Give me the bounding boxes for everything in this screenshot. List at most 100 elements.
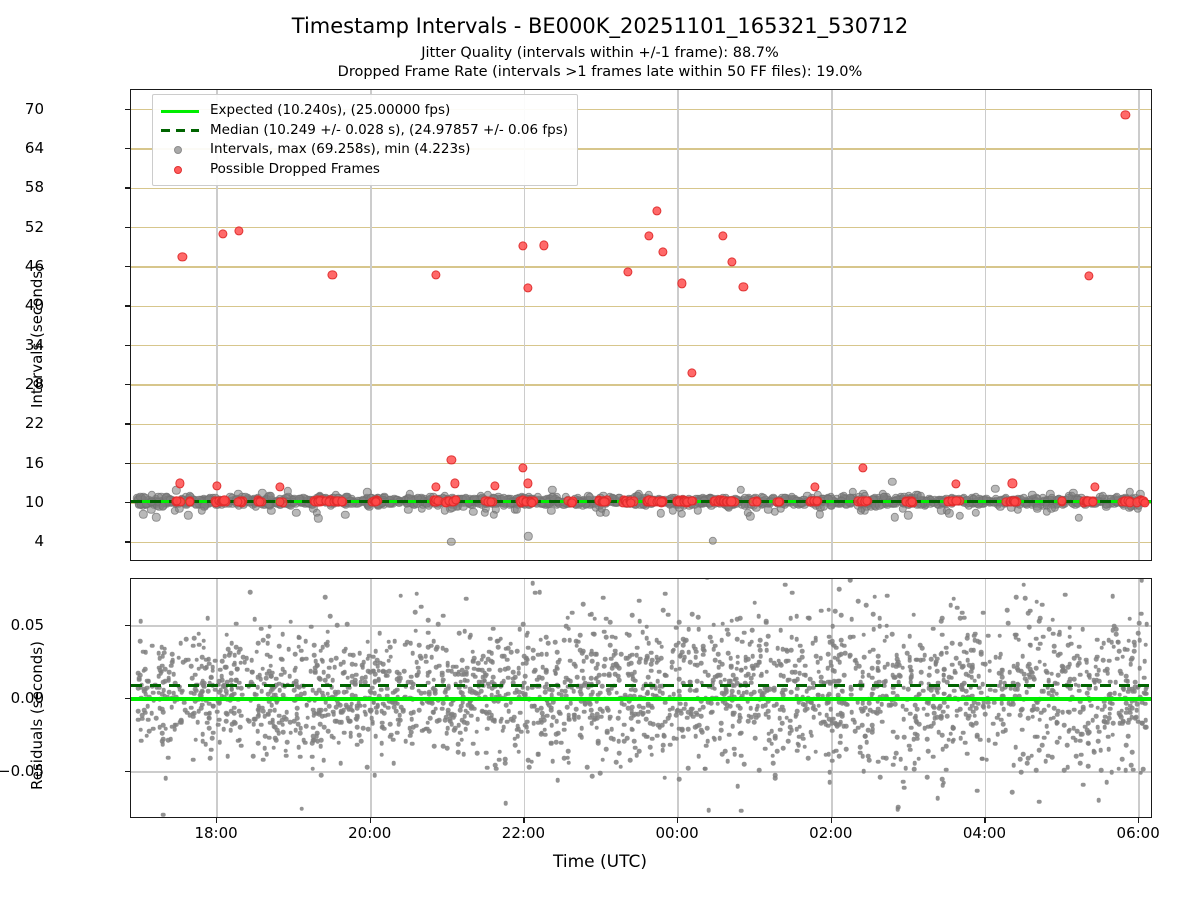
residual-point <box>224 691 229 696</box>
residual-point <box>1095 637 1100 642</box>
residual-point <box>986 700 991 705</box>
x-tick-mark <box>831 818 832 823</box>
residual-point <box>1141 767 1146 772</box>
residual-point <box>818 711 823 716</box>
residual-point <box>1031 707 1036 712</box>
residual-point <box>842 701 847 706</box>
residual-point <box>160 742 165 747</box>
residual-point <box>619 701 624 706</box>
dropped-frame-point <box>212 481 221 490</box>
residual-point <box>557 657 562 662</box>
residual-point <box>925 712 930 717</box>
residual-point <box>590 721 595 726</box>
residual-point <box>310 755 315 760</box>
residual-point <box>1107 658 1112 663</box>
residual-point <box>160 731 165 736</box>
median-residual-line <box>131 684 1151 687</box>
residual-point <box>870 666 875 671</box>
residual-point <box>991 721 996 726</box>
residual-point <box>719 638 724 643</box>
residual-point <box>197 643 202 648</box>
legend-item-dropped-frames-points: Possible Dropped Frames <box>159 160 568 180</box>
residual-point <box>867 673 872 678</box>
residual-point <box>583 702 588 707</box>
residual-point <box>252 717 257 722</box>
residual-point <box>323 708 328 713</box>
residual-point <box>159 645 164 650</box>
residual-point <box>1097 729 1102 734</box>
residual-point <box>139 738 144 743</box>
y-tick-mark <box>125 266 130 267</box>
residual-point <box>166 676 171 681</box>
residual-point <box>954 713 959 718</box>
residual-point <box>704 743 709 748</box>
residual-point <box>937 730 942 735</box>
residual-point <box>333 690 338 695</box>
residual-point <box>255 649 260 654</box>
residual-outlier-point <box>538 590 543 595</box>
residual-point <box>151 690 156 695</box>
residual-point <box>296 722 301 727</box>
residual-point <box>530 581 535 586</box>
residual-point <box>879 702 884 707</box>
residual-point <box>497 757 502 762</box>
residual-point <box>711 678 716 683</box>
residual-point <box>567 718 572 723</box>
residual-point <box>1016 668 1021 673</box>
residual-point <box>831 750 836 755</box>
residual-point <box>1115 656 1120 661</box>
residual-point <box>193 738 198 743</box>
residual-point <box>540 665 545 670</box>
residual-point <box>1067 625 1072 630</box>
residual-point <box>840 688 845 693</box>
residual-point <box>582 709 587 714</box>
residual-point <box>649 752 654 757</box>
residual-point <box>902 735 907 740</box>
residual-point <box>345 675 350 680</box>
residual-point <box>471 741 476 746</box>
residual-point <box>622 722 627 727</box>
residual-point <box>1014 595 1019 600</box>
residual-point <box>1107 692 1112 697</box>
residual-point <box>1019 770 1024 775</box>
residual-point <box>627 633 632 638</box>
residual-point <box>1086 764 1091 769</box>
residual-point <box>992 700 997 705</box>
interval-point <box>669 506 677 514</box>
dropped-frame-outlier-point <box>658 247 667 256</box>
residual-point <box>747 642 752 647</box>
residual-point <box>1025 761 1030 766</box>
residual-point <box>698 708 703 713</box>
residual-point <box>234 678 239 683</box>
residual-point <box>376 677 381 682</box>
residual-point <box>993 688 998 693</box>
residual-point <box>686 727 691 732</box>
residual-point <box>298 754 303 759</box>
residual-point <box>908 634 913 639</box>
residual-point <box>363 712 368 717</box>
residual-point <box>1106 734 1111 739</box>
residual-point <box>842 673 847 678</box>
residual-point <box>764 620 769 625</box>
residual-point <box>477 668 482 673</box>
residual-point <box>328 614 333 619</box>
y-tick-label-intervals: 34 <box>25 336 44 354</box>
residual-point <box>492 719 497 724</box>
residual-point <box>1084 660 1089 665</box>
residual-point <box>1037 748 1042 753</box>
residual-point <box>1099 768 1104 773</box>
gridline-horizontal <box>131 266 1151 268</box>
residual-point <box>513 675 518 680</box>
dropped-frame-point <box>952 479 961 488</box>
residual-point <box>573 713 578 718</box>
residual-point <box>786 658 791 663</box>
intervals-plot-area: Expected (10.240s), (25.00000 fps)Median… <box>130 89 1152 561</box>
residual-point <box>532 669 537 674</box>
residual-point <box>901 779 906 784</box>
residual-point <box>427 690 432 695</box>
residual-point <box>1104 780 1109 785</box>
residual-point <box>812 715 817 720</box>
residual-point <box>508 701 513 706</box>
residual-point <box>1116 766 1121 771</box>
residual-point <box>778 727 783 732</box>
